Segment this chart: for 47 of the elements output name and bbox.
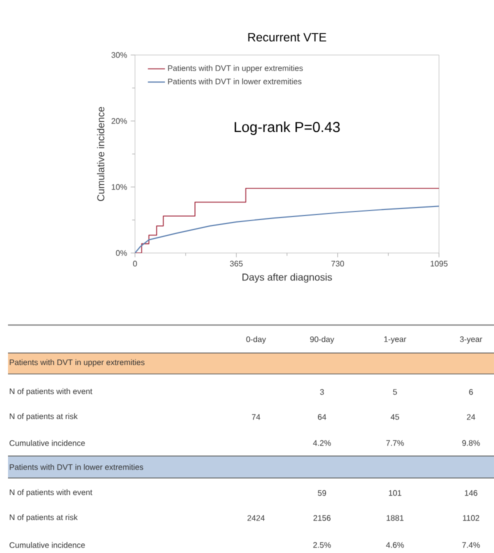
- text: Cumulative incidence: [10, 542, 85, 548]
- line-series: [134, 206, 439, 253]
- text: 6: [469, 389, 473, 395]
- text: 5: [393, 389, 397, 395]
- y-tick-label: 30%: [111, 52, 127, 58]
- legend-label: Patients with DVT in lower extremities: [168, 78, 302, 84]
- text: N of patients with event: [10, 489, 92, 497]
- text: 7.7%: [386, 440, 404, 446]
- text: N of patients at risk: [10, 413, 78, 421]
- text: 59: [318, 490, 326, 496]
- text: 1881: [386, 515, 404, 521]
- x-tick-label: 730: [331, 260, 344, 266]
- text: 2156: [314, 515, 331, 521]
- x-tick-label: 0: [133, 260, 137, 266]
- annotation: Log-rank P=0.43: [234, 122, 340, 135]
- y-axis-title: Cumulative incidence: [96, 106, 104, 202]
- text: 4.6%: [386, 542, 404, 548]
- text: N of patients with event: [10, 388, 92, 396]
- x-axis-title: Days after diagnosis: [242, 273, 332, 283]
- text: 45: [390, 414, 400, 420]
- text: 90-day: [310, 336, 334, 344]
- text: 0-day: [246, 336, 266, 344]
- x-tick-label: 365: [230, 260, 243, 266]
- text: Cumulative incidence: [10, 440, 85, 446]
- y-tick-label: 20%: [112, 118, 127, 124]
- text: 7.4%: [462, 542, 480, 548]
- text: 64: [318, 414, 326, 420]
- text: Patients with DVT in lower extremities: [10, 464, 144, 470]
- text: 2.5%: [313, 542, 331, 548]
- x-tick-label: 1095: [430, 260, 448, 266]
- text: 4.2%: [313, 440, 331, 446]
- legend-label: Patients with DVT in upper extremities: [168, 65, 303, 73]
- text: 146: [464, 490, 478, 496]
- text: Patients with DVT in upper extremities: [10, 359, 145, 367]
- text: 101: [388, 490, 402, 496]
- text: 24: [466, 414, 476, 420]
- text: 2424: [248, 515, 265, 521]
- text: 9.8%: [462, 440, 480, 446]
- y-tick-label: 10%: [112, 184, 127, 190]
- chart-title: Recurrent VTE: [248, 33, 326, 42]
- text: 3: [320, 389, 324, 395]
- text: 3-year: [460, 336, 482, 344]
- text: 74: [252, 414, 260, 420]
- text: N of patients at risk: [10, 514, 78, 522]
- text: 1-year: [384, 336, 406, 344]
- y-tick-label: 0%: [116, 250, 127, 256]
- text: 1102: [463, 515, 480, 521]
